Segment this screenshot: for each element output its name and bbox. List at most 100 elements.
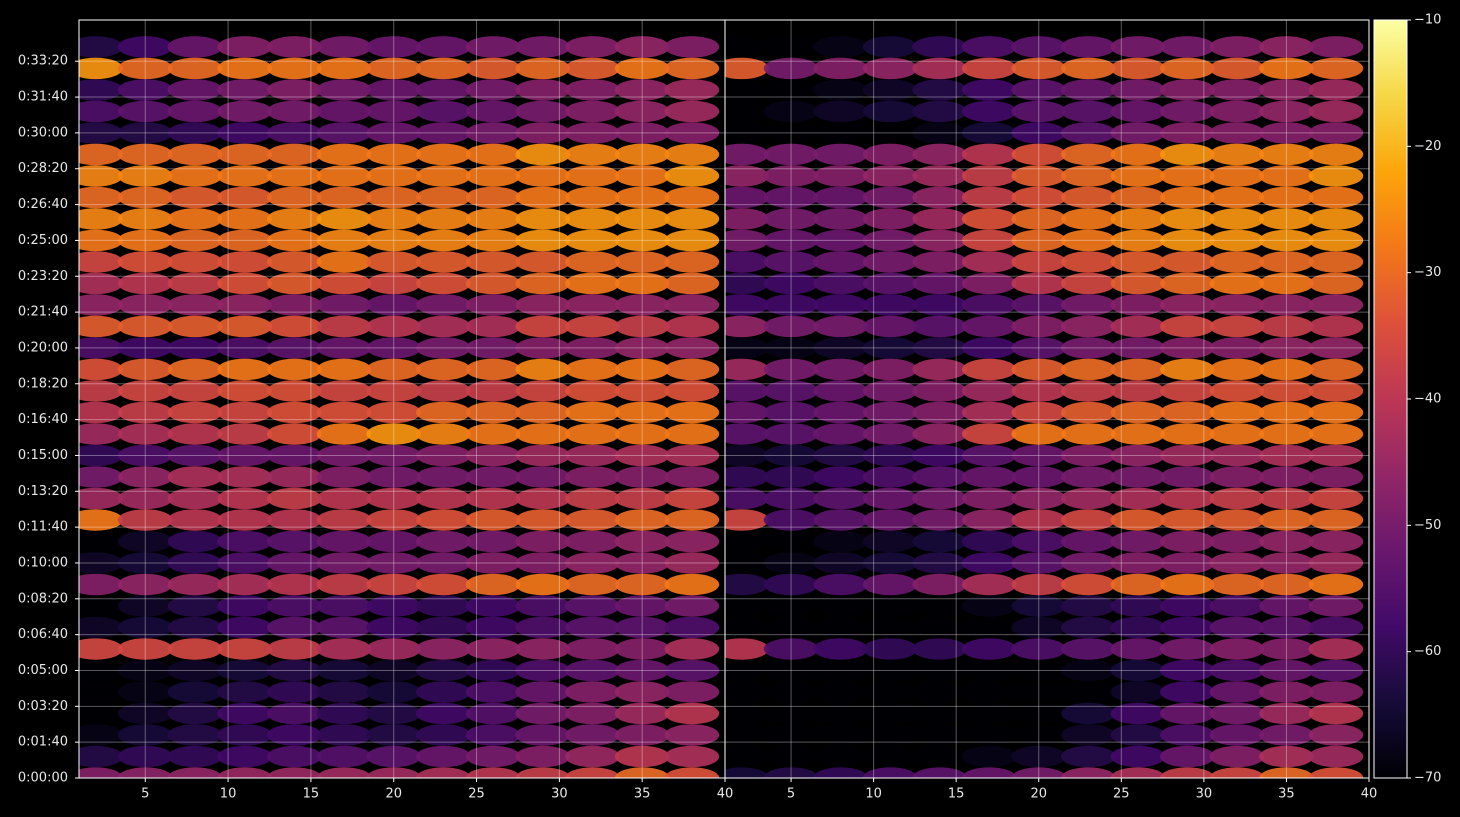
heat-cell — [217, 423, 272, 445]
heat-cell — [862, 530, 918, 553]
heat-cell — [117, 272, 173, 295]
heat-cell — [366, 702, 422, 725]
heat-cell — [1110, 702, 1166, 725]
heat-cell — [813, 659, 868, 682]
heat-cell — [515, 165, 571, 187]
heat-cell — [316, 509, 372, 531]
heat-cell — [1308, 79, 1364, 101]
heat-cell — [465, 530, 521, 553]
heat-cell — [316, 401, 372, 424]
heat-cell — [763, 444, 819, 467]
heat-cell — [267, 702, 322, 725]
heat-cell — [465, 573, 521, 596]
heat-cell — [1061, 294, 1116, 316]
heat-cell — [763, 745, 819, 768]
heat-cell — [862, 337, 918, 359]
heat-cell — [664, 100, 720, 123]
heat-cell — [366, 573, 422, 596]
heat-cell — [1160, 358, 1215, 381]
heat-cell — [763, 122, 819, 144]
heat-cell — [217, 380, 272, 402]
heat-cell — [1209, 724, 1265, 746]
heat-cell — [217, 229, 272, 252]
heat-cell — [79, 530, 123, 553]
heat-cell — [366, 358, 422, 381]
heat-cell — [167, 509, 223, 531]
heat-cell — [813, 487, 868, 510]
heat-cell — [1259, 573, 1314, 596]
heat-cell — [1110, 251, 1166, 273]
heat-cell — [565, 487, 620, 510]
heat-cell — [1011, 186, 1066, 209]
heat-cell — [1259, 100, 1314, 123]
heat-cell — [664, 337, 720, 359]
heat-cell — [614, 702, 670, 725]
heat-cell — [366, 122, 422, 144]
x-tick-label: 20 — [385, 787, 402, 802]
heat-cell — [465, 100, 521, 123]
heat-cell — [117, 165, 173, 187]
heat-cell — [912, 122, 967, 144]
heat-cell — [1259, 616, 1314, 639]
heat-cell — [813, 595, 868, 617]
heat-cell — [1061, 595, 1116, 617]
heat-cell — [862, 659, 918, 682]
heat-cell — [1259, 767, 1314, 778]
heat-cell — [912, 509, 967, 531]
heat-cell — [1160, 573, 1215, 596]
heat-cell — [1160, 208, 1215, 230]
heat-cell — [1209, 165, 1265, 187]
heat-cell — [1061, 659, 1116, 682]
heat-cell — [1160, 466, 1215, 488]
heat-cell — [912, 724, 967, 746]
heat-cell — [1110, 36, 1166, 58]
heat-cell — [1160, 638, 1215, 660]
heat-cell — [217, 530, 272, 553]
heat-cell — [1011, 337, 1066, 359]
heat-cell — [862, 57, 918, 80]
heat-cell — [813, 251, 868, 273]
colorbar-tick-label: −60 — [1414, 644, 1441, 659]
heat-cell — [1308, 272, 1364, 295]
heat-cell — [79, 423, 123, 445]
heat-cell — [1110, 79, 1166, 101]
heat-cell — [366, 530, 422, 553]
heat-cell — [1209, 337, 1265, 359]
heat-cell — [416, 208, 471, 230]
heat-cell — [1110, 208, 1166, 230]
heat-cell — [316, 638, 372, 660]
heat-cell — [1110, 423, 1166, 445]
heat-cell — [813, 79, 868, 101]
heat-cell — [1259, 702, 1314, 725]
heat-cell — [217, 509, 272, 531]
colorbar-tick-label: −40 — [1414, 392, 1441, 407]
heat-cell — [664, 487, 720, 510]
y-tick-label: 0:00:00 — [18, 771, 68, 786]
heat-cell — [515, 315, 571, 338]
heat-cell — [1259, 444, 1314, 467]
heat-cell — [813, 767, 868, 778]
heat-cell — [217, 466, 272, 488]
heat-cell — [217, 337, 272, 359]
heat-cell — [267, 79, 322, 101]
heat-cell — [366, 186, 422, 209]
y-tick-label: 0:10:00 — [18, 555, 68, 570]
heat-cell — [316, 36, 372, 58]
heat-cell — [1209, 294, 1265, 316]
heat-cell — [862, 595, 918, 617]
heat-cell — [1160, 401, 1215, 424]
heat-cell — [862, 444, 918, 467]
heat-cell — [1061, 724, 1116, 746]
heat-cell — [725, 79, 769, 101]
heat-cell — [267, 552, 322, 574]
heat-cell — [763, 143, 819, 166]
heat-cell — [813, 294, 868, 316]
heat-cell — [366, 229, 422, 252]
heat-cell — [465, 165, 521, 187]
heat-cell — [79, 337, 123, 359]
heat-cell — [465, 208, 521, 230]
heat-cell — [614, 444, 670, 467]
heat-cell — [1110, 294, 1166, 316]
heat-cell — [614, 423, 670, 445]
heat-cell — [862, 251, 918, 273]
